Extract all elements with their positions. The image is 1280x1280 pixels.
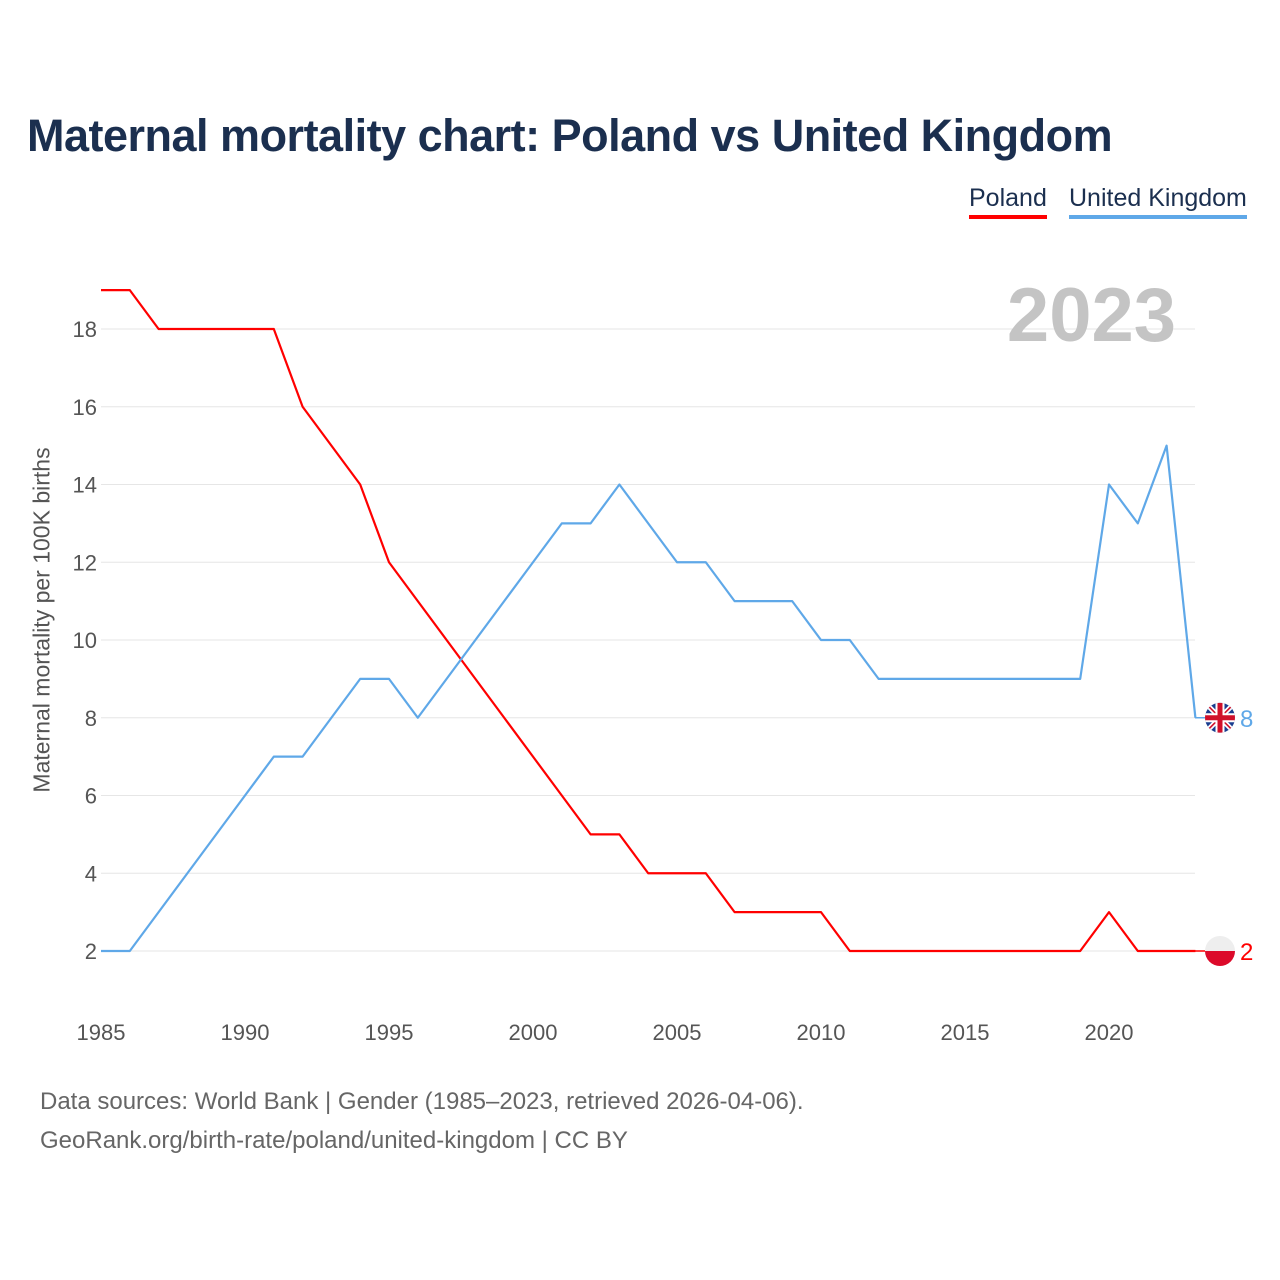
uk-flag-icon	[1205, 702, 1235, 733]
y-axis-label: Maternal mortality per 100K births	[28, 447, 55, 793]
y-tick-label: 2	[85, 939, 97, 964]
y-tick-label: 8	[85, 706, 97, 731]
x-tick-label: 1985	[77, 1020, 126, 1045]
y-tick-label: 10	[73, 628, 97, 653]
flag-body	[1205, 702, 1235, 733]
end-value-label: 8	[1240, 706, 1253, 733]
legend-united-kingdom[interactable]: United Kingdom	[1069, 184, 1247, 219]
y-tick-label: 6	[85, 784, 97, 809]
x-tick-label: 2000	[509, 1020, 558, 1045]
series-line-poland	[101, 289, 1196, 953]
y-tick-label: 12	[73, 550, 97, 575]
x-tick-label: 2020	[1085, 1020, 1134, 1045]
source-line-1: Data sources: World Bank | Gender (1985–…	[40, 1088, 804, 1115]
flag-red	[1205, 951, 1235, 966]
year-watermark: 2023	[1006, 273, 1176, 358]
x-tick-label: 2010	[797, 1020, 846, 1045]
flag-cross-red	[1217, 702, 1223, 733]
y-tick-label: 16	[73, 395, 97, 420]
flag-white	[1205, 936, 1235, 951]
chart-title: Maternal mortality chart: Poland vs Unit…	[27, 110, 1113, 161]
x-tick-label: 1995	[365, 1020, 414, 1045]
x-tick-label: 2015	[941, 1020, 990, 1045]
y-tick-label: 18	[73, 317, 97, 342]
flag-body	[1205, 936, 1235, 966]
x-tick-label: 2005	[653, 1020, 702, 1045]
y-tick-label: 14	[73, 473, 97, 498]
y-tick-label: 4	[85, 861, 97, 886]
poland-flag-icon	[1205, 936, 1235, 966]
series-line-united-kingdom	[101, 444, 1197, 953]
end-value-label: 2	[1240, 939, 1253, 966]
x-tick-label: 1990	[221, 1020, 270, 1045]
source-line-2: GeoRank.org/birth-rate/poland/united-kin…	[40, 1127, 628, 1154]
legend-poland[interactable]: Poland	[969, 184, 1047, 219]
